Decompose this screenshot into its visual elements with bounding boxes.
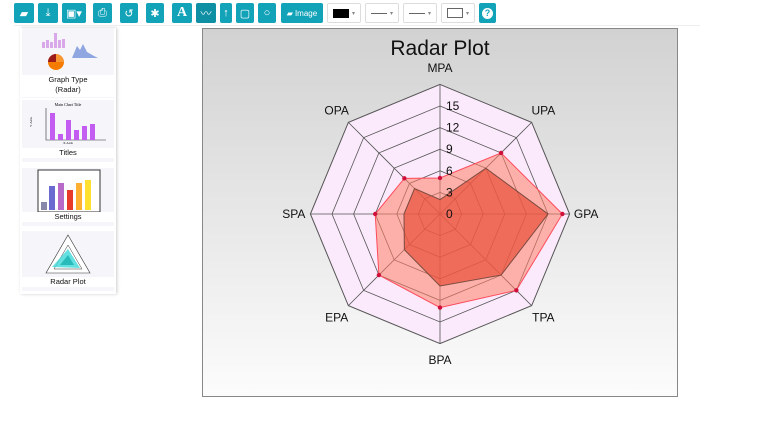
line-button[interactable]: 〰 xyxy=(196,3,216,23)
line-width-dropdown[interactable]: ▾ xyxy=(403,3,437,23)
titles-label: Titles xyxy=(22,148,114,158)
settings-thumbnail xyxy=(37,169,101,213)
fill-preview xyxy=(446,8,463,18)
text-button[interactable]: A xyxy=(172,3,192,23)
image-export-icon: ▣▾ xyxy=(66,7,82,20)
circle-icon: ○ xyxy=(263,7,271,19)
toolbar-divider xyxy=(14,25,700,26)
line-style-preview xyxy=(370,12,387,14)
image-label: Image xyxy=(294,8,318,18)
export-image-button[interactable]: ▣▾ xyxy=(62,3,86,23)
line-icon: 〰 xyxy=(200,8,212,20)
color-picker[interactable]: ▾ xyxy=(327,3,361,23)
axis-label-gpa: GPA xyxy=(574,207,598,221)
fill-dropdown[interactable]: ▾ xyxy=(441,3,475,23)
help-icon: ? xyxy=(482,7,493,19)
text-icon: A xyxy=(176,5,188,20)
axis-label-epa: EPA xyxy=(325,310,348,324)
color-swatch xyxy=(332,8,349,18)
axis-label-upa: UPA xyxy=(531,104,555,118)
tick-label: 0 xyxy=(446,207,453,221)
graph-type-sub: (Radar) xyxy=(55,85,81,94)
tick-label: 15 xyxy=(446,99,460,113)
radar-thumbnail xyxy=(45,234,91,274)
line-style-dropdown[interactable]: ▾ xyxy=(365,3,399,23)
gear-icon: ✱ xyxy=(150,7,160,20)
titles-thumbnail xyxy=(45,108,106,141)
undo-icon: ↺ xyxy=(124,7,134,20)
sidebar-item-radar-plot[interactable]: Radar Plot xyxy=(22,231,114,291)
sidebar: Graph Type (Radar) Main Chart Title Y Axi… xyxy=(20,28,116,294)
rectangle-button[interactable]: ▢ xyxy=(236,3,254,23)
chart-title: Radar Plot xyxy=(390,37,489,60)
print-button[interactable]: ⎙ xyxy=(93,3,112,23)
data-point xyxy=(373,211,378,217)
data-point xyxy=(437,175,443,181)
data-point xyxy=(498,150,504,156)
thumb-x-axis: X Axis xyxy=(63,141,73,145)
data-point xyxy=(560,211,565,217)
sidebar-item-titles[interactable]: Main Chart Title Y Axis X Axis Titles xyxy=(22,100,114,162)
tick-label: 12 xyxy=(446,121,460,135)
thumb-title: Main Chart Title xyxy=(54,102,82,107)
series-area xyxy=(403,167,549,287)
line-width-preview xyxy=(408,12,425,14)
graph-type-thumbnail xyxy=(42,33,98,70)
circle-button[interactable]: ○ xyxy=(258,3,276,23)
arrow-up-icon: ↑ xyxy=(223,7,229,19)
folder-open-icon: ▰ xyxy=(19,7,29,20)
data-point xyxy=(402,176,407,181)
radar-chart: Radar Plot 0 3 6 9 12 15 MPA UPA GPA TPA BPA EPA SPA… xyxy=(202,28,678,397)
settings-button[interactable]: ✱ xyxy=(146,3,164,23)
tick-label: 6 xyxy=(446,164,453,178)
download-button[interactable]: ⤓ xyxy=(38,3,58,23)
tick-label: 3 xyxy=(446,185,453,199)
settings-label: Settings xyxy=(22,212,114,222)
graph-type-label: Graph Type xyxy=(48,75,88,84)
sidebar-item-settings[interactable]: Settings xyxy=(22,168,114,226)
print-icon: ⎙ xyxy=(98,6,107,19)
data-point xyxy=(376,272,382,278)
folder-icon: ▰ xyxy=(286,8,293,18)
axis-label-spa: SPA xyxy=(282,207,305,221)
open-button[interactable]: ▰ xyxy=(14,3,34,23)
sidebar-item-graph-type[interactable]: Graph Type (Radar) xyxy=(22,28,114,98)
axis-label-tpa: TPA xyxy=(532,310,554,324)
radar-plot-label: Radar Plot xyxy=(22,277,114,287)
tick-label: 9 xyxy=(446,142,453,156)
square-icon: ▢ xyxy=(239,7,251,20)
axis-label-bpa: BPA xyxy=(428,353,451,367)
download-icon: ⤓ xyxy=(45,6,51,19)
help-button[interactable]: ? xyxy=(479,3,496,23)
radar-svg: Radar Plot 0 3 6 9 12 15 MPA UPA GPA TPA BPA EPA SPA… xyxy=(282,37,598,367)
data-point xyxy=(514,288,519,293)
axis-label-mpa: MPA xyxy=(427,61,452,75)
insert-image-button[interactable]: ▰ Image xyxy=(281,3,323,23)
data-point xyxy=(437,305,443,310)
arrow-button[interactable]: ↑ xyxy=(220,3,232,23)
axis-label-opa: OPA xyxy=(324,104,348,118)
undo-button[interactable]: ↺ xyxy=(120,3,138,23)
